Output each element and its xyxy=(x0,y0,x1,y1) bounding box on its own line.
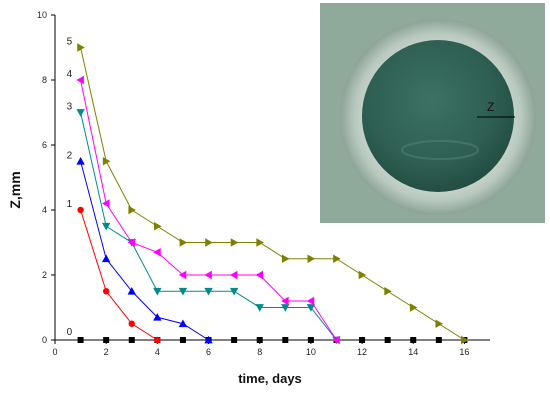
data-point xyxy=(178,287,188,296)
series-1: 1 xyxy=(67,199,161,344)
data-point xyxy=(76,109,85,117)
data-point xyxy=(332,335,340,345)
data-point xyxy=(231,337,238,343)
series-line xyxy=(80,47,465,341)
inset-disc xyxy=(362,40,514,192)
data-point xyxy=(76,75,84,85)
data-point xyxy=(256,337,263,343)
data-point xyxy=(359,337,366,343)
data-point xyxy=(410,337,417,343)
data-point xyxy=(178,319,188,328)
data-point xyxy=(204,287,213,296)
x-tick-label: 16 xyxy=(459,347,469,357)
data-point xyxy=(102,288,110,295)
data-point xyxy=(230,238,239,247)
x-tick-label: 0 xyxy=(52,347,57,357)
data-point xyxy=(306,304,316,312)
data-point xyxy=(178,270,187,280)
y-tick-label: 6 xyxy=(42,140,47,150)
data-point xyxy=(204,335,213,344)
x-tick-label: 6 xyxy=(206,347,211,357)
series-2: 2 xyxy=(67,150,213,344)
data-point xyxy=(409,303,418,312)
data-point xyxy=(77,43,85,52)
data-point xyxy=(282,337,289,343)
series-4: 4 xyxy=(67,69,340,345)
data-point xyxy=(153,313,162,321)
data-point xyxy=(77,206,84,214)
y-tick-label: 2 xyxy=(42,270,47,280)
data-point xyxy=(281,296,289,306)
inset-photo: Z xyxy=(320,3,545,223)
y-tick-label: 8 xyxy=(42,75,47,85)
data-point xyxy=(128,320,135,327)
data-point xyxy=(153,248,161,257)
series-line xyxy=(80,161,209,341)
series-label: 1 xyxy=(67,199,73,210)
data-point xyxy=(358,270,367,280)
series-0: 0 xyxy=(67,327,468,343)
data-point xyxy=(153,287,162,296)
data-point xyxy=(205,238,213,247)
data-point xyxy=(103,337,110,343)
data-point xyxy=(306,296,315,306)
data-point xyxy=(127,238,136,247)
data-point xyxy=(127,287,136,295)
x-tick-label: 4 xyxy=(155,347,160,357)
data-point xyxy=(76,157,85,165)
series-layer: 0 1 2 3 4 5 xyxy=(67,37,469,345)
x-tick-label: 2 xyxy=(104,347,109,357)
x-tick-label: 8 xyxy=(257,347,262,357)
data-point xyxy=(179,337,186,343)
data-point xyxy=(256,238,264,247)
series-label: 0 xyxy=(67,327,73,338)
data-point xyxy=(333,254,341,263)
y-tick-label: 4 xyxy=(42,205,47,215)
data-point xyxy=(102,157,111,166)
x-tick-label: 14 xyxy=(408,347,418,357)
data-point xyxy=(384,287,392,296)
x-tick-label: 12 xyxy=(357,347,367,357)
data-point xyxy=(229,287,239,296)
series-3: 3 xyxy=(67,102,341,345)
series-line xyxy=(80,209,158,341)
data-point xyxy=(229,270,238,280)
data-point xyxy=(281,304,290,312)
data-point xyxy=(153,222,162,231)
data-point xyxy=(255,270,264,280)
data-point xyxy=(384,337,391,343)
data-point xyxy=(154,336,161,344)
data-point xyxy=(307,254,316,263)
inset-reflection xyxy=(401,140,479,160)
data-point xyxy=(307,337,314,343)
y-tick-label: 0 xyxy=(42,335,47,345)
series-line xyxy=(80,79,337,341)
data-point xyxy=(101,222,111,231)
y-axis-title: Z,mm xyxy=(7,171,23,208)
data-point xyxy=(128,337,135,343)
data-point xyxy=(179,238,188,247)
data-point xyxy=(461,335,469,345)
data-point xyxy=(101,199,110,208)
series-label: 5 xyxy=(67,37,73,48)
data-point xyxy=(435,319,444,328)
data-point xyxy=(255,304,264,312)
data-point xyxy=(204,270,212,280)
series-5: 5 xyxy=(67,37,469,345)
y-ticks: 0 2 4 6 8 10 xyxy=(37,10,55,345)
data-point xyxy=(128,205,136,215)
series-label: 4 xyxy=(67,69,73,80)
data-point xyxy=(101,254,111,263)
inset-z-label: Z xyxy=(487,100,494,114)
x-tick-label: 10 xyxy=(306,347,316,357)
series-line xyxy=(80,112,337,341)
y-tick-label: 10 xyxy=(37,10,47,20)
data-point xyxy=(435,337,442,343)
x-axis-title: time, days xyxy=(238,371,302,386)
series-label: 3 xyxy=(67,102,73,113)
data-point xyxy=(77,337,84,343)
series-label: 2 xyxy=(67,150,73,161)
data-point xyxy=(281,254,290,263)
